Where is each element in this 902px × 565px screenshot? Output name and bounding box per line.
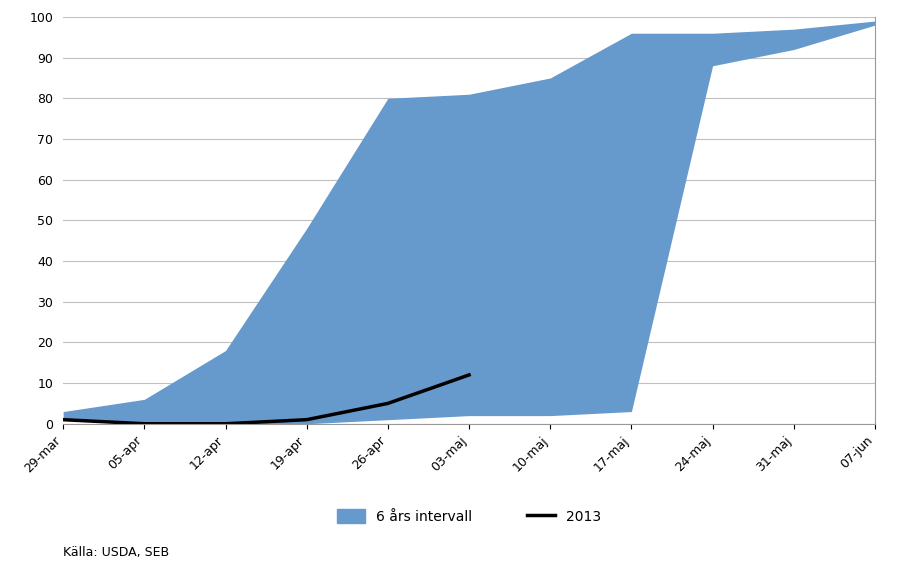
Text: Källa: USDA, SEB: Källa: USDA, SEB — [63, 546, 170, 559]
Legend: 6 års intervall, 2013: 6 års intervall, 2013 — [330, 502, 608, 531]
